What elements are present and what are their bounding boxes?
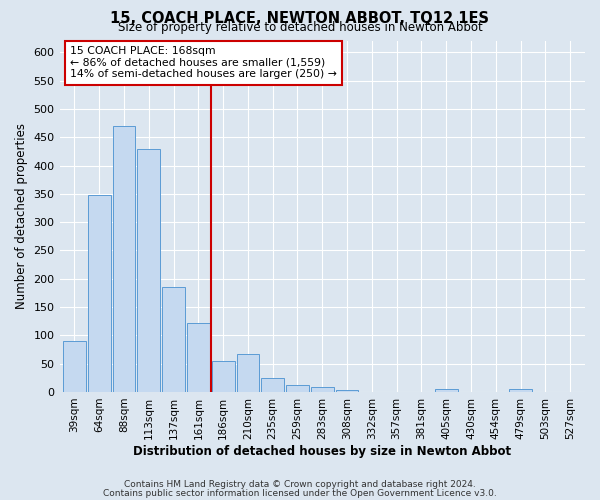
Bar (187, 323, 210, 392)
Text: Contains HM Land Registry data © Crown copyright and database right 2024.: Contains HM Land Registry data © Crown c… (124, 480, 476, 489)
Bar (162, 287, 185, 392)
Bar (236, 354, 259, 392)
Bar (286, 384, 309, 392)
Bar (435, 389, 458, 392)
Bar (261, 378, 284, 392)
Bar (63, 341, 86, 392)
Text: 15, COACH PLACE, NEWTON ABBOT, TQ12 1ES: 15, COACH PLACE, NEWTON ABBOT, TQ12 1ES (110, 11, 490, 26)
Bar (212, 361, 235, 392)
Y-axis label: Number of detached properties: Number of detached properties (15, 124, 28, 310)
Bar (311, 388, 334, 392)
Text: 15 COACH PLACE: 168sqm
← 86% of detached houses are smaller (1,559)
14% of semi-: 15 COACH PLACE: 168sqm ← 86% of detached… (70, 46, 337, 80)
Bar (137, 148, 160, 392)
Bar (335, 390, 358, 392)
Text: Contains public sector information licensed under the Open Government Licence v3: Contains public sector information licen… (103, 488, 497, 498)
Text: Size of property relative to detached houses in Newton Abbot: Size of property relative to detached ho… (118, 22, 482, 35)
Bar (88, 195, 110, 392)
Bar (113, 126, 136, 392)
Bar (509, 389, 532, 392)
X-axis label: Distribution of detached houses by size in Newton Abbot: Distribution of detached houses by size … (133, 444, 511, 458)
